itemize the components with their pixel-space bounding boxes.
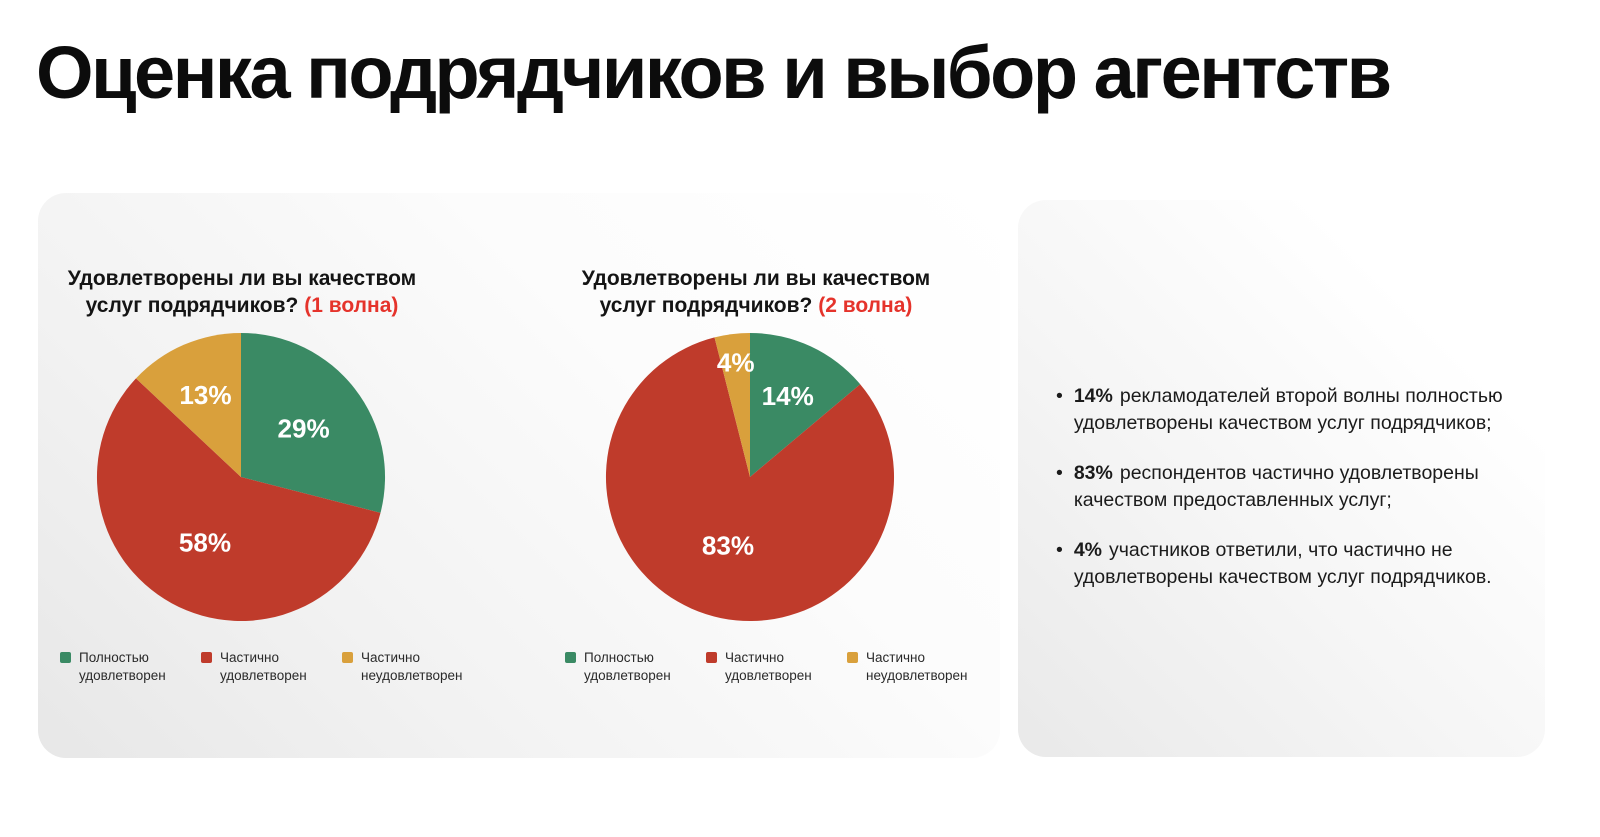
legend-label: Частично удовлетворен bbox=[220, 650, 307, 683]
legend-swatch-red bbox=[201, 652, 212, 663]
legend-label: Полностью удовлетворен bbox=[79, 650, 166, 683]
bullet-icon: • bbox=[1056, 385, 1063, 407]
chart-title-wave-1: Удовлетворены ли вы качеством услуг подр… bbox=[58, 266, 426, 320]
list-item: • 83% респондентов частично удовлетворены… bbox=[1056, 460, 1550, 514]
legend-item: Частично удовлетворен bbox=[201, 649, 320, 685]
bullet-body: участников ответили, что частично не удо… bbox=[1073, 538, 1492, 588]
pie-value-label: 13% bbox=[179, 380, 231, 410]
legend-swatch-green bbox=[60, 652, 71, 663]
pie-slice bbox=[714, 332, 750, 477]
wave-2-label: (2 волна) bbox=[818, 293, 913, 317]
legend-wave-2: Полностью удовлетворен Частично удовлетв… bbox=[565, 649, 990, 685]
pie-slice bbox=[136, 332, 241, 477]
bullet-value: 4% bbox=[1073, 538, 1103, 561]
legend-swatch-green bbox=[565, 652, 576, 663]
legend-label: Частично удовлетворен bbox=[725, 650, 812, 683]
pie-value-label: 29% bbox=[278, 413, 330, 443]
chart-question-wave-1: Удовлетворены ли вы качеством услуг подр… bbox=[67, 267, 417, 317]
bullet-body: рекламодателей второй волны полностью уд… bbox=[1073, 385, 1503, 434]
legend-item: Полностью удовлетворен bbox=[565, 649, 684, 685]
bullet-icon: • bbox=[1056, 461, 1063, 484]
bullet-icon: • bbox=[1056, 538, 1063, 561]
legend-label: Частично неудовлетворен bbox=[361, 650, 463, 683]
legend-swatch-red bbox=[706, 652, 717, 663]
list-item: • 14% рекламодателей второй волны полност… bbox=[1056, 383, 1550, 437]
legend-label: Полностью удовлетворен bbox=[584, 650, 671, 683]
legend-label: Частично неудовлетворен bbox=[866, 650, 968, 683]
pie-value-label: 83% bbox=[702, 531, 754, 561]
legend-item: Частично неудовлетворен bbox=[847, 649, 990, 685]
bullet-value: 14% bbox=[1073, 385, 1113, 407]
legend-item: Частично удовлетворен bbox=[706, 649, 825, 685]
pie-value-label: 4% bbox=[717, 348, 755, 378]
legend-item: Полностью удовлетворен bbox=[60, 649, 179, 685]
legend-swatch-yellow bbox=[342, 652, 353, 663]
bullet-body: респондентов частично удовлетворены каче… bbox=[1073, 461, 1479, 511]
pie-chart-wave-1: 29% 58% 13% bbox=[96, 332, 386, 622]
pie-slice bbox=[750, 332, 861, 477]
pie-value-label: 14% bbox=[762, 381, 814, 411]
pie-slice bbox=[605, 337, 895, 622]
list-item: • 4% участников ответили, что частично не… bbox=[1056, 537, 1550, 591]
legend-swatch-yellow bbox=[847, 652, 858, 663]
bullet-text: 4% участников ответили, что частично не у… bbox=[1074, 537, 1550, 591]
bullet-text: 14% рекламодателей второй волны полностью… bbox=[1074, 383, 1550, 437]
bullet-value: 83% bbox=[1073, 461, 1113, 484]
pie-chart-wave-2: 14% 83% 4% bbox=[605, 332, 895, 622]
insights-panel bbox=[1018, 200, 1545, 757]
pie-value-label: 58% bbox=[179, 528, 231, 558]
page-title: Оценка подрядчиков и выбор агентств bbox=[36, 31, 1392, 114]
wave-1-label: (1 волна) bbox=[304, 293, 399, 317]
bullet-text: 83% респондентов частично удовлетворены к… bbox=[1074, 460, 1550, 514]
insights-list: • 14% рекламодателей второй волны полност… bbox=[1056, 383, 1550, 613]
chart-question-wave-2: Удовлетворены ли вы качеством услуг подр… bbox=[581, 267, 931, 317]
pie-slice bbox=[96, 378, 381, 622]
chart-title-wave-2: Удовлетворены ли вы качеством услуг подр… bbox=[572, 266, 940, 320]
legend-item: Частично неудовлетворен bbox=[342, 649, 485, 685]
legend-wave-1: Полностью удовлетворен Частично удовлетв… bbox=[60, 649, 485, 685]
pie-slice bbox=[241, 332, 386, 513]
